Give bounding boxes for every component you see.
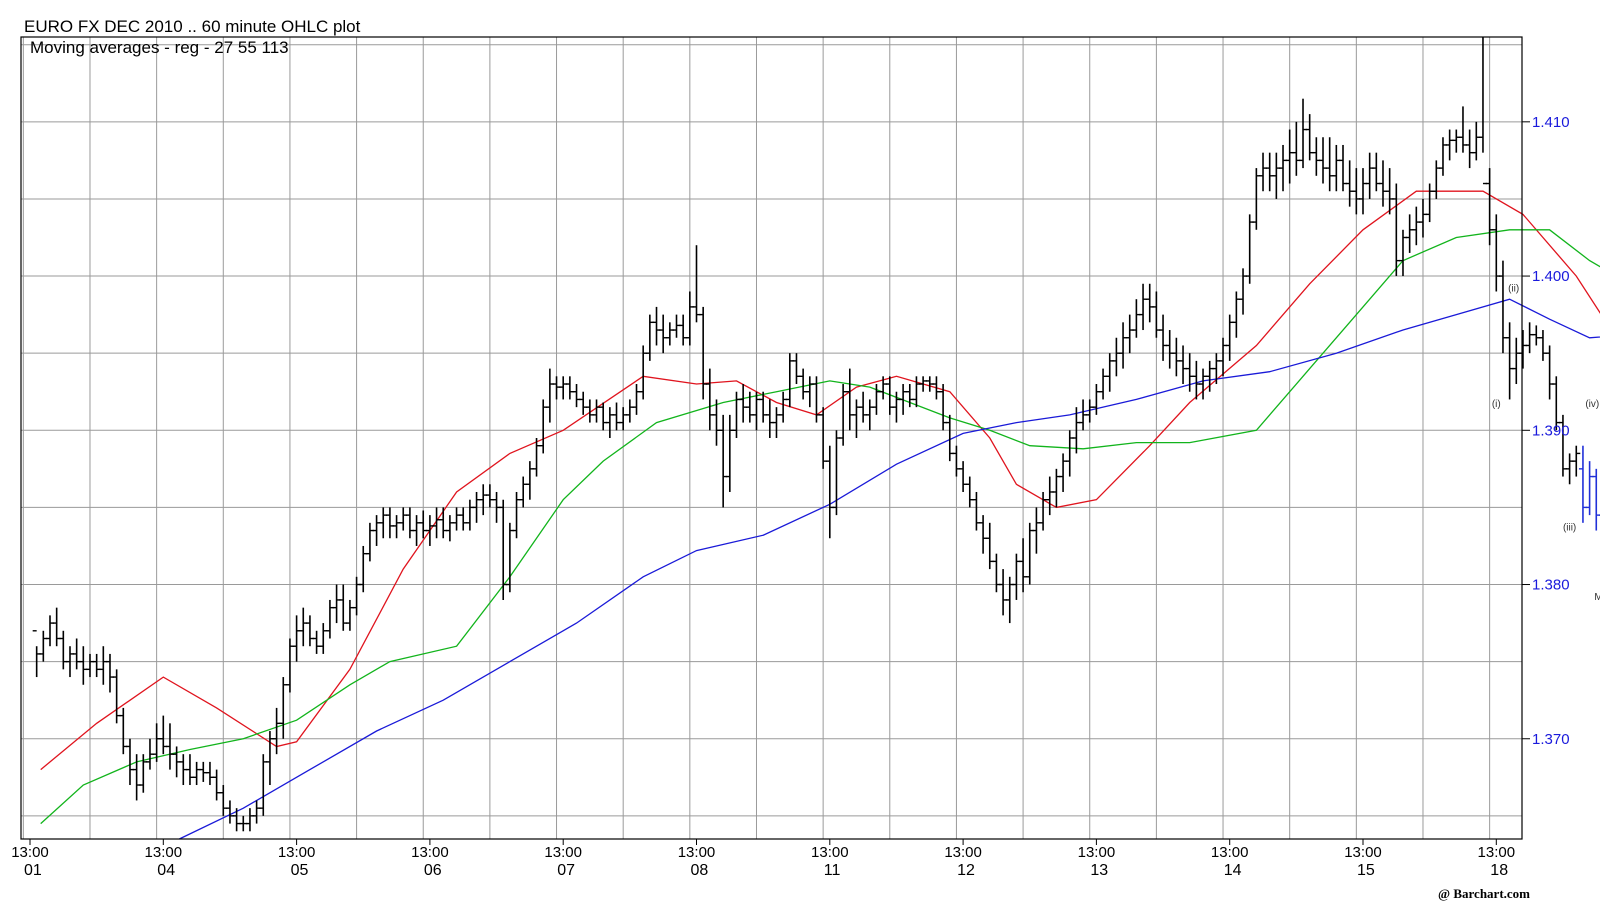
wave-label: (iii) [1563,523,1576,534]
x-tick-time-label: 13:00 [811,844,849,861]
x-tick-time-label: 13:00 [1344,844,1382,861]
y-tick-label: 1.400 [1532,268,1570,285]
x-tick-day-label: 13 [1090,862,1108,879]
x-tick-day-label: 11 [824,862,841,879]
barchart-credit: @ Barchart.com [1438,886,1530,901]
plot-frame [20,36,1523,840]
x-tick-time-label: 13:00 [11,844,49,861]
x-tick-day-label: 04 [157,862,175,879]
x-tick-day-label: 08 [691,862,709,879]
x-tick-time-label: 13:00 [1078,844,1116,861]
ma-line-55 [40,229,1600,825]
y-tick-label: 1.380 [1532,577,1570,594]
wave-label: (i) [1492,399,1501,410]
x-tick-day-label: 18 [1490,862,1508,879]
chart-subtitle: Moving averages - reg - 27 55 113 [30,38,289,57]
wave-label: (ii) [1508,283,1519,294]
x-tick-time-label: 13:00 [1478,844,1516,861]
x-tick-time-label: 13:00 [1211,844,1249,861]
ohlc-bars [32,37,1600,832]
ma-line-113 [179,298,1600,840]
y-tick-label: 1.390 [1532,422,1570,439]
x-tick-time-label: 13:00 [678,844,716,861]
x-tick-day-label: 07 [557,862,575,879]
x-tick-time-label: 13:00 [278,844,316,861]
ohlc-bar [1572,445,1581,477]
x-tick-time-label: 13:00 [944,844,982,861]
wave-label: (iv) [1585,399,1599,410]
wave-label: Minute 1 [1594,592,1600,603]
wave-annotations: (i)(ii)(iii)(iv)(v)Minute 1abcMinute 2 [1492,283,1600,603]
x-tick-day-label: 14 [1224,862,1242,879]
y-tick-label: 1.370 [1532,731,1570,748]
x-tick-time-label: 13:00 [145,844,183,861]
x-tick-day-label: 05 [291,862,309,879]
x-tick-day-label: 15 [1357,862,1375,879]
x-tick-time-label: 13:00 [411,844,449,861]
chart-title: EURO FX DEC 2010 .. 60 minute OHLC plot [24,17,361,36]
x-tick-day-label: 01 [24,862,42,879]
x-tick-time-label: 13:00 [544,844,582,861]
x-tick-day-label: 12 [957,862,975,879]
axes: 1.3701.3801.3901.4001.41013:000113:00041… [11,114,1569,879]
x-tick-day-label: 06 [424,862,442,879]
y-tick-label: 1.410 [1532,114,1570,131]
